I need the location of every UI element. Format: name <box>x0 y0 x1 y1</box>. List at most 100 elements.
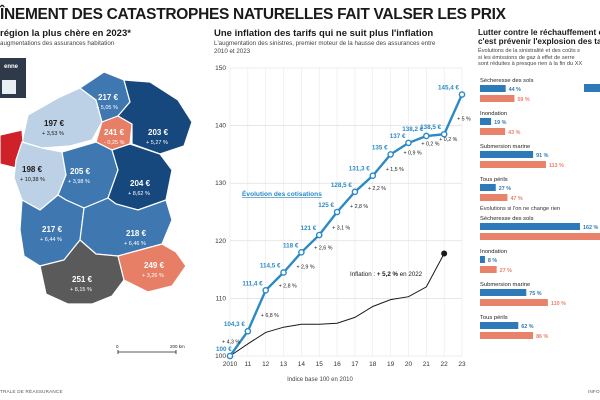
cotisations-value-labels: 100 € 104,3 € 111,4 € 114,5 € 118 € 121 € 125 … <box>216 84 459 353</box>
region-e <box>107 143 173 211</box>
data-point <box>244 327 252 335</box>
series-label: Évolution des cotisations <box>242 189 322 198</box>
region-price: 217 € <box>98 93 119 102</box>
map-subtitle: augmentations des assurances habitation <box>0 40 115 47</box>
data-change-label: + 4,3 % <box>222 339 240 345</box>
bar <box>480 332 534 339</box>
data-point <box>369 172 377 180</box>
region-price: 197 € <box>44 119 65 128</box>
region-label-ne-top: 217 € + 5,05 % <box>96 93 119 111</box>
data-point <box>423 132 430 140</box>
region-nw <box>21 87 103 149</box>
bar-value-label: 27 % <box>499 186 511 192</box>
data-value-label: 104,3 € <box>224 321 246 328</box>
region-change: + 8,15 % <box>70 287 92 293</box>
bar <box>480 184 496 191</box>
bar <box>480 256 485 263</box>
data-value-label: 121 € <box>300 225 316 232</box>
data-value-label: 100 € <box>216 346 232 353</box>
data-change-label: + 6,8 % <box>261 313 279 319</box>
region-change: + 8,62 % <box>128 191 150 197</box>
data-change-label: + 2,8 % <box>279 283 297 289</box>
region-price: 203 € <box>148 128 169 137</box>
x-tick-label: 16 <box>333 361 341 368</box>
map-source: TRALE DE RÉASSURANCE <box>0 389 63 394</box>
bar <box>480 266 497 273</box>
data-value-label: 138,2 € <box>402 126 424 133</box>
y-tick-label: 130 <box>215 180 226 187</box>
x-tick-label: 21 <box>423 361 431 368</box>
bar <box>480 223 580 230</box>
bars-source: INFO <box>588 389 600 394</box>
region-label-ne: 203 € + 5,27 % <box>146 128 169 146</box>
bar-value-label: 62 % <box>521 324 533 330</box>
bar-group-low-emissions: Sécheresse des sols 44 % 59 % Inondation 19 … <box>480 78 564 202</box>
data-point <box>315 231 323 239</box>
data-change-label: + 5 % <box>457 116 471 122</box>
region-change: + 3,26 % <box>142 273 164 279</box>
x-tick-label: 14 <box>298 361 306 368</box>
region-price: 217 € <box>42 225 63 234</box>
bar <box>480 95 515 102</box>
y-tick-label: 100 <box>215 353 226 360</box>
data-value-label: 138,5 € <box>420 124 442 131</box>
region-change: + 6,44 % <box>40 237 62 243</box>
bar <box>480 289 527 296</box>
bar-category-label: Submersion marine <box>480 144 530 150</box>
bar <box>480 161 546 168</box>
scale-label-end: 200 km <box>170 344 185 349</box>
line-chart: 100 110 120 130 140 150 2010 11 12 13 14 15 16 17 18 1… <box>215 65 471 383</box>
bar <box>480 85 506 92</box>
inflation-label: Inflation : + 5,2 % en 2022 <box>350 271 423 278</box>
data-value-label: 131,3 € <box>349 166 371 173</box>
bar <box>480 128 506 135</box>
data-change-label: + 2,2 % <box>368 186 386 192</box>
data-change-label: + 1,5 % <box>386 167 404 173</box>
bar-value-label: 19 % <box>494 120 506 126</box>
bar-value-label: 113 % <box>549 163 564 169</box>
region-price: 241 € <box>104 128 125 137</box>
scale-label-start: 0 <box>116 344 119 349</box>
data-value-label: 135 € <box>372 144 388 151</box>
bar-category-label: Tous périls <box>480 315 508 321</box>
x-tick-label: 17 <box>351 361 359 368</box>
map-legend: enne <box>0 58 26 98</box>
bar-category-label: Inondation <box>480 111 507 117</box>
data-point <box>405 139 412 147</box>
bar-value-label: 27 % <box>500 268 512 274</box>
region-change: + 5,27 % <box>146 140 168 146</box>
bar-category-label: Sécheresse des sols <box>480 216 534 222</box>
inflation-line <box>229 253 445 357</box>
bar <box>480 118 492 125</box>
line-grid <box>229 67 463 357</box>
data-change-label: + 2,9 % <box>296 264 314 270</box>
data-change-label: + 2,8 % <box>350 204 368 210</box>
data-point <box>351 188 359 196</box>
y-tick-label: 120 <box>215 238 226 245</box>
inflation-label-value: + 5,2 % <box>377 271 399 278</box>
data-change-label: + 0,2 % <box>439 137 457 143</box>
region-change: - 0,25 % <box>104 140 125 146</box>
line-y-ticks: 100 110 120 130 140 150 <box>215 65 226 360</box>
data-change-label: + 2,6 % <box>314 246 332 252</box>
bar-value-label: 75 % <box>529 291 541 297</box>
data-point <box>262 287 269 294</box>
bar-value-label: 43 % <box>508 130 520 136</box>
data-point <box>226 352 234 360</box>
line-title: Une inflation des tarifs qui ne suit plu… <box>214 28 434 39</box>
region-price: 204 € <box>130 179 151 188</box>
region-price: 251 € <box>72 275 93 284</box>
bars-title-line-1: Lutter contre le réchauffement c <box>478 28 600 37</box>
data-value-label: 111,4 € <box>242 280 263 287</box>
bar-value-label: 162 % <box>583 225 598 231</box>
bar <box>480 233 600 240</box>
bar <box>480 299 548 306</box>
region-label-s: 251 € + 8,15 % <box>70 275 93 293</box>
inflation-end-marker <box>441 250 448 257</box>
bars-subtitle-2: si les émissions de gaz à effet de serre <box>478 54 575 61</box>
data-value-label: 137 € <box>390 133 406 140</box>
y-tick-label: 150 <box>215 65 226 72</box>
line-x-ticks: 2010 11 12 13 14 15 16 17 18 19 20 21 22 23 <box>223 361 466 368</box>
region-label-c: 205 € + 3,98 % <box>68 167 91 185</box>
bar-value-label: 44 % <box>509 87 521 93</box>
